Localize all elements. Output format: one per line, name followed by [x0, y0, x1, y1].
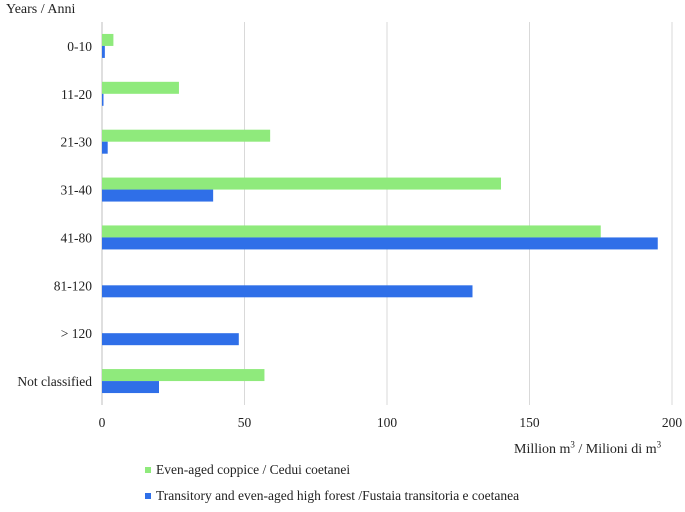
bar-coppice-4: [102, 225, 601, 238]
legend-label-coppice: Even-aged coppice / Cedui coetanei: [156, 462, 351, 477]
x-tick-label-150: 150: [519, 415, 540, 430]
bar-coppice-2: [102, 129, 271, 142]
y-tick-label-4: 41-80: [61, 230, 93, 245]
y-tick-label-7: Not classified: [17, 374, 92, 389]
x-tick-label-100: 100: [377, 415, 398, 430]
bar-high-forest-3: [102, 189, 214, 202]
x-tick-label-200: 200: [662, 415, 683, 430]
bar-high-forest-5: [102, 285, 473, 298]
bar-coppice-3: [102, 177, 501, 190]
bar-high-forest-2: [102, 141, 108, 154]
y-tick-label-6: > 120: [61, 326, 92, 341]
y-tick-label-0: 0-10: [67, 39, 92, 54]
gridlines: [101, 22, 673, 405]
legend: Even-aged coppice / Cedui coetanei Trans…: [145, 460, 519, 512]
bar-high-forest-7: [102, 381, 159, 394]
y-tick-label-5: 81-120: [54, 278, 92, 293]
y-tick-label-3: 31-40: [61, 183, 93, 198]
bar-high-forest-4: [102, 237, 658, 250]
bar-coppice-0: [102, 33, 114, 46]
bar-high-forest-0: [102, 45, 105, 58]
bar-coppice-7: [102, 369, 265, 382]
x-tick-label-50: 50: [238, 415, 252, 430]
legend-swatch-coppice: [145, 467, 151, 473]
legend-label-high-forest: Transitory and even-aged high forest /Fu…: [156, 488, 520, 503]
y-tick-labels: 0-10 11-20 21-30 31-40 41-80 81-120 > 120 Not c…: [17, 39, 92, 389]
x-tick-labels: 0 50 100 150 200: [99, 415, 683, 430]
bars: [102, 33, 658, 394]
legend-item-high-forest: Transitory and even-aged high forest /Fu…: [145, 486, 519, 506]
bar-high-forest-1: [102, 93, 104, 106]
y-tick-label-1: 11-20: [61, 87, 92, 102]
x-tick-label-0: 0: [99, 415, 106, 430]
bar-high-forest-6: [102, 333, 239, 346]
bar-coppice-1: [102, 81, 179, 94]
y-tick-label-2: 21-30: [61, 135, 93, 150]
x-axis-title: Million m3 / Milioni di m3: [514, 439, 662, 457]
y-axis-title: Years / Anni: [6, 2, 76, 17]
legend-swatch-high-forest: [145, 493, 151, 499]
legend-item-coppice: Even-aged coppice / Cedui coetanei: [145, 460, 519, 480]
